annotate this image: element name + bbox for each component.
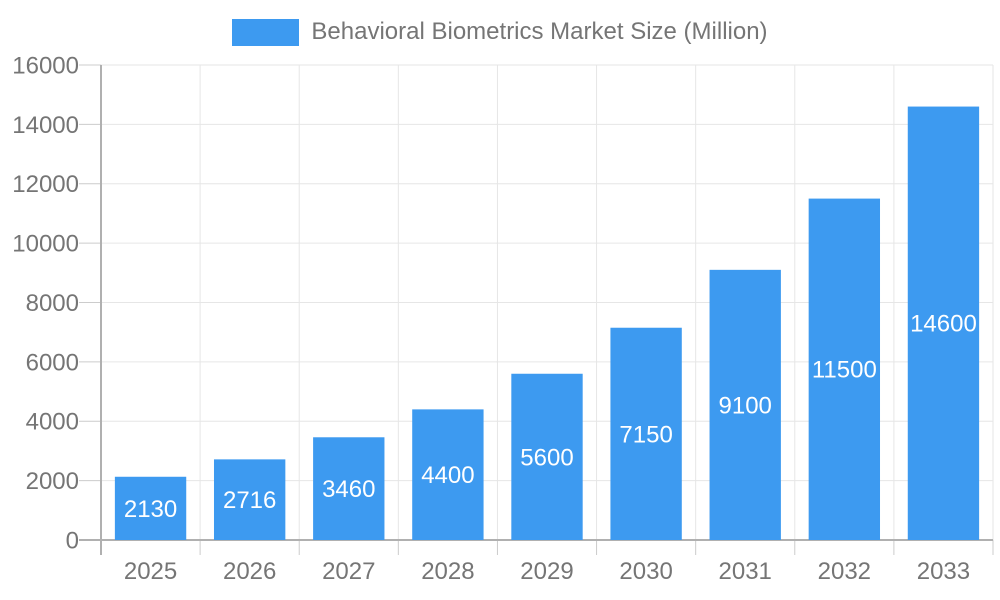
- y-tick-label: 8000: [26, 290, 79, 317]
- bar-2028: [412, 409, 484, 540]
- x-tick-label: 2033: [917, 558, 970, 585]
- bar-value-label: 3460: [322, 476, 375, 503]
- x-tick-label: 2030: [619, 558, 672, 585]
- bar-2029: [511, 373, 583, 540]
- bar-value-label: 11500: [812, 357, 877, 384]
- bar-value-label: 2716: [223, 487, 276, 514]
- bar-2025: [114, 476, 187, 540]
- bar-2033: [907, 106, 980, 540]
- y-tick-label: 12000: [12, 171, 79, 198]
- y-tick-label: 2000: [26, 468, 79, 495]
- bar-2031: [709, 269, 781, 540]
- bar-value-label: 5600: [520, 444, 573, 471]
- legend-item[interactable]: Behavioral Biometrics Market Size (Milli…: [232, 18, 768, 46]
- bar-2030: [610, 327, 682, 540]
- y-tick-label: 6000: [26, 349, 79, 376]
- bar-value-label: 14600: [910, 311, 977, 338]
- x-tick-label: 2031: [719, 558, 772, 585]
- y-tick-label: 4000: [26, 409, 79, 436]
- x-tick-label: 2025: [124, 558, 177, 585]
- legend-swatch: [232, 18, 300, 46]
- bar-value-label: 9100: [719, 392, 772, 419]
- bar-value-label: 7150: [619, 421, 672, 448]
- bar-value-label: 2130: [124, 496, 177, 523]
- legend: Behavioral Biometrics Market Size (Milli…: [0, 17, 1000, 47]
- y-tick-label: 14000: [12, 112, 79, 139]
- x-tick-label: 2026: [223, 558, 276, 585]
- legend-label: Behavioral Biometrics Market Size (Milli…: [311, 18, 768, 45]
- x-tick-label: 2028: [421, 558, 474, 585]
- bar-value-label: 4400: [421, 462, 474, 489]
- bar-2026: [213, 459, 286, 540]
- y-tick-label: 10000: [12, 231, 79, 258]
- bar-2032: [808, 198, 881, 540]
- y-tick-label: 0: [66, 527, 79, 554]
- bar-2027: [313, 437, 385, 540]
- x-tick-label: 2027: [322, 558, 375, 585]
- y-tick-label: 16000: [12, 52, 79, 79]
- x-tick-label: 2032: [818, 558, 871, 585]
- x-tick-label: 2029: [520, 558, 573, 585]
